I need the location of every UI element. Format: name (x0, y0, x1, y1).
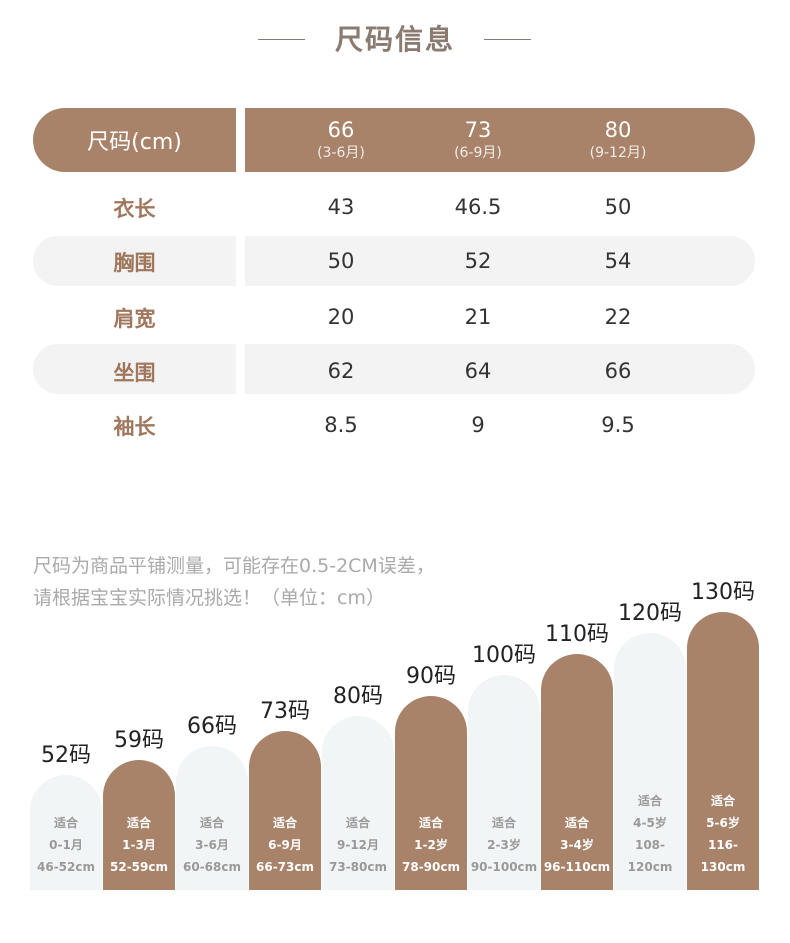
size-bar: 适合 3-4岁 96-110cm (541, 653, 613, 890)
size-label: 120码 (618, 600, 682, 626)
size-label: 73码 (260, 699, 310, 725)
size-label: 59码 (114, 728, 164, 754)
age-label: 4-5岁 (633, 816, 667, 830)
fit-label: 适合 (418, 816, 443, 830)
header-col: 80 (9-12月) (548, 118, 688, 162)
size-bar: 适合 3-6月 60-68cm (176, 745, 248, 890)
size-label: 130码 (691, 579, 755, 605)
col-size: 80 (604, 118, 632, 142)
row-label: 坐围 (113, 361, 156, 385)
age-label: 1-2岁 (414, 838, 448, 852)
row-label: 胸围 (113, 251, 156, 275)
title-line-right (484, 39, 531, 40)
table-cell: 8.5 (324, 413, 358, 437)
table-cell: 52 (464, 249, 492, 273)
table-cell: 62 (327, 359, 355, 383)
row-label: 袖长 (113, 415, 156, 439)
size-bar: 适合 0-1月 46-52cm (30, 775, 102, 890)
table-cell: 54 (604, 249, 632, 273)
row-label: 肩宽 (113, 307, 156, 331)
size-bar: 适合 4-5岁 108-120cm (614, 632, 686, 890)
table-cell: 22 (604, 305, 632, 329)
size-label: 90码 (406, 663, 456, 689)
range-label: 66-73cm (256, 860, 314, 874)
table-cell: 20 (327, 305, 355, 329)
fit-label: 适合 (199, 816, 224, 830)
fit-label: 适合 (345, 816, 370, 830)
size-bar: 适合 1-2岁 78-90cm (395, 695, 467, 890)
size-bar: 适合 6-9月 66-73cm (249, 731, 321, 890)
col-size: 73 (464, 118, 492, 142)
table-cell: 21 (464, 305, 492, 329)
note-line: 请根据宝宝实际情况挑选！（单位：cm） (33, 587, 385, 609)
range-label: 108-120cm (627, 838, 673, 874)
range-label: 60-68cm (183, 860, 241, 874)
size-label: 110码 (545, 621, 609, 647)
table-cell: 9.5 (601, 413, 635, 437)
fit-label: 适合 (53, 816, 78, 830)
table-cell: 64 (464, 359, 492, 383)
size-bar: 适合 5-6岁 116-130cm (687, 611, 759, 890)
row-label: 衣长 (113, 197, 156, 221)
header-col: 66 (3-6月) (271, 118, 411, 162)
age-label: 3-4岁 (560, 838, 594, 852)
col-size: 66 (327, 118, 355, 142)
note-line: 尺码为商品平铺测量，可能存在0.5-2CM误差， (33, 555, 435, 577)
col-months: (3-6月) (317, 145, 365, 161)
table-cell: 50 (327, 249, 355, 273)
header-label: 尺码(cm) (33, 108, 236, 172)
table-cell: 9 (471, 413, 485, 437)
title-line-left (258, 39, 305, 40)
size-label: 100码 (472, 642, 536, 668)
size-label: 52码 (41, 743, 91, 768)
size-bar: 适合 9-12月 73-80cm (322, 716, 394, 890)
range-label: 46-52cm (37, 860, 95, 874)
row-band (33, 344, 236, 394)
table-cell: 43 (327, 195, 355, 219)
age-label: 9-12月 (336, 838, 380, 852)
fit-label: 适合 (637, 794, 662, 808)
range-label: 78-90cm (402, 860, 460, 874)
age-label: 6-9月 (268, 838, 302, 852)
page-title: 尺码信息 (334, 23, 455, 56)
col-months: (9-12月) (589, 145, 647, 161)
size-bar: 适合 1-3月 52-59cm (103, 760, 175, 890)
age-label: 0-1月 (49, 838, 83, 852)
row-band (245, 344, 755, 394)
range-label: 90-100cm (470, 860, 538, 874)
fit-label: 适合 (126, 816, 151, 830)
size-bar: 适合 2-3岁 90-100cm (468, 674, 540, 890)
age-label: 5-6岁 (706, 816, 740, 830)
range-label: 116-130cm (700, 838, 746, 874)
header-col: 73 (6-9月) (408, 118, 548, 162)
size-label: 80码 (333, 684, 383, 710)
fit-label: 适合 (491, 816, 516, 830)
table-cell: 50 (604, 195, 632, 219)
row-band (33, 236, 236, 286)
range-label: 73-80cm (329, 860, 387, 874)
age-label: 2-3岁 (487, 838, 521, 852)
age-label: 3-6月 (195, 838, 229, 852)
range-label: 52-59cm (110, 860, 168, 874)
size-label: 66码 (187, 713, 237, 739)
fit-label: 适合 (564, 816, 589, 830)
row-band (245, 236, 755, 286)
range-label: 96-110cm (543, 860, 611, 874)
age-label: 1-3月 (122, 838, 156, 852)
col-months: (6-9月) (454, 145, 502, 161)
fit-label: 适合 (272, 816, 297, 830)
table-cell: 66 (604, 359, 632, 383)
fit-label: 适合 (710, 794, 735, 808)
header-sizes: 66 (3-6月) 73 (6-9月) 80 (9-12月) (245, 108, 755, 172)
table-cell: 46.5 (454, 195, 502, 219)
